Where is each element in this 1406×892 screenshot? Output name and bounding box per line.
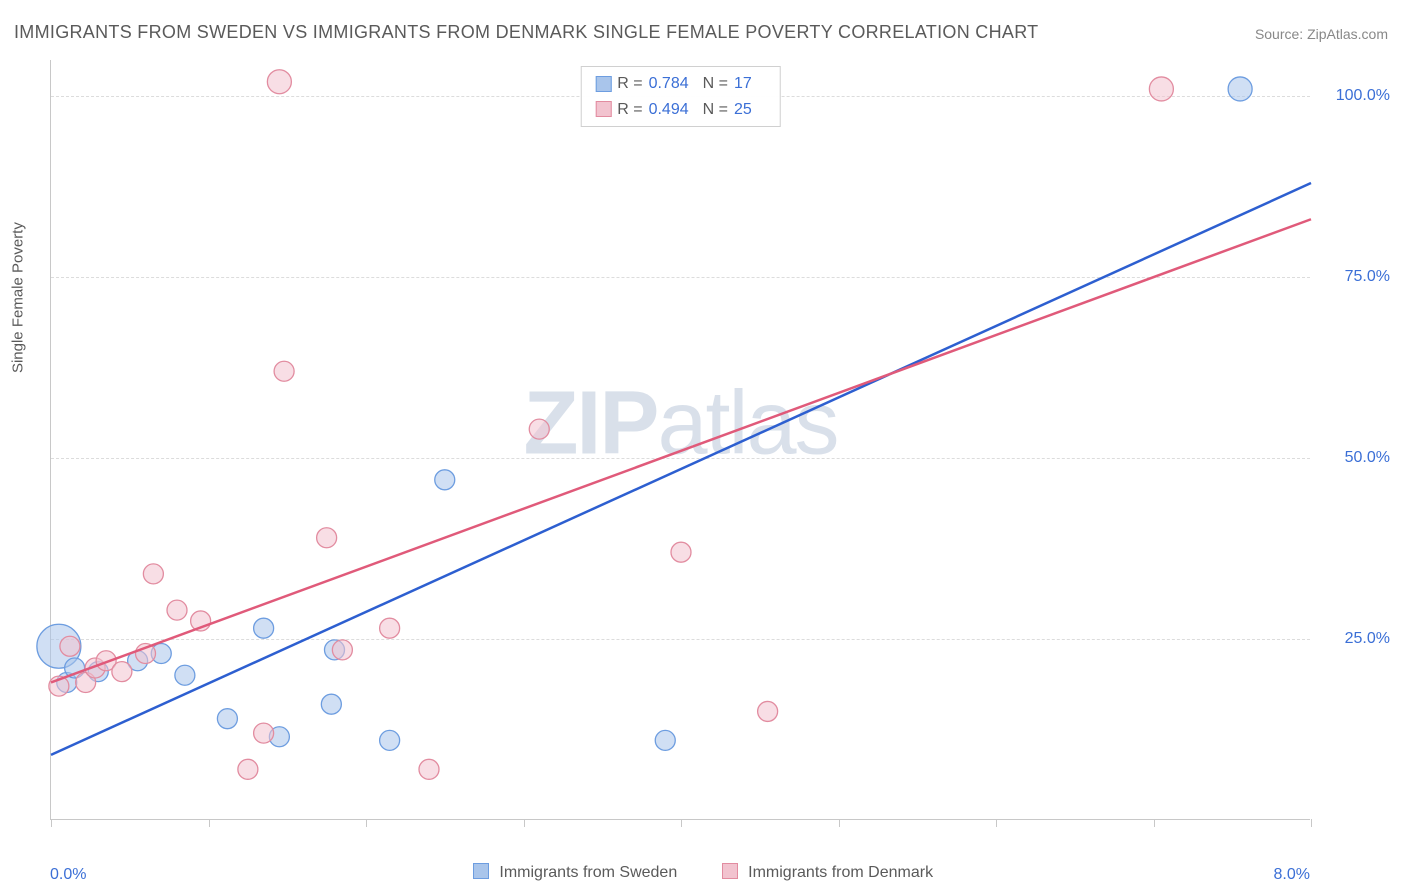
n-label: N = [703, 97, 728, 123]
plot-area: ZIPatlas R = 0.784 N = 17 R = 0.494 N = … [50, 60, 1310, 820]
scatter-point [321, 694, 341, 714]
legend-item-sweden: Immigrants from Sweden [473, 863, 677, 882]
scatter-point [217, 709, 237, 729]
scatter-point [529, 419, 549, 439]
x-tick [1154, 819, 1155, 827]
x-tick [524, 819, 525, 827]
x-tick [1311, 819, 1312, 827]
stats-row-sweden: R = 0.784 N = 17 [595, 71, 766, 97]
legend-swatch-denmark-icon [722, 863, 738, 879]
scatter-point [671, 542, 691, 562]
scatter-point [274, 361, 294, 381]
scatter-point [254, 723, 274, 743]
stats-row-denmark: R = 0.494 N = 25 [595, 97, 766, 123]
n-value-sweden: 17 [734, 71, 752, 97]
x-tick [366, 819, 367, 827]
legend-item-denmark: Immigrants from Denmark [722, 863, 933, 882]
scatter-point [1149, 77, 1173, 101]
chart-title: IMMIGRANTS FROM SWEDEN VS IMMIGRANTS FRO… [14, 22, 1038, 43]
y-tick-label: 25.0% [1345, 630, 1390, 648]
scatter-point [112, 662, 132, 682]
scatter-point [167, 600, 187, 620]
r-value-denmark: 0.494 [649, 97, 689, 123]
scatter-point [60, 636, 80, 656]
n-label: N = [703, 71, 728, 97]
legend-swatch-sweden [595, 76, 611, 92]
scatter-point [267, 70, 291, 94]
regression-line [51, 219, 1311, 682]
legend-swatch-denmark [595, 101, 611, 117]
scatter-point [655, 730, 675, 750]
chart-source: Source: ZipAtlas.com [1255, 26, 1388, 42]
x-tick [681, 819, 682, 827]
scatter-point [238, 759, 258, 779]
scatter-point [332, 640, 352, 660]
y-tick-label: 75.0% [1345, 268, 1390, 286]
legend-swatch-sweden-icon [473, 863, 489, 879]
r-value-sweden: 0.784 [649, 71, 689, 97]
chart-svg [51, 60, 1310, 819]
scatter-point [143, 564, 163, 584]
scatter-point [419, 759, 439, 779]
y-tick-label: 50.0% [1345, 449, 1390, 467]
stats-legend: R = 0.784 N = 17 R = 0.494 N = 25 [580, 66, 781, 127]
x-tick [839, 819, 840, 827]
regression-line [51, 183, 1311, 755]
x-tick [209, 819, 210, 827]
chart-container: IMMIGRANTS FROM SWEDEN VS IMMIGRANTS FRO… [0, 0, 1406, 892]
r-label: R = [617, 71, 642, 97]
scatter-point [1228, 77, 1252, 101]
y-axis-label: Single Female Poverty [10, 222, 27, 373]
scatter-point [254, 618, 274, 638]
x-tick [996, 819, 997, 827]
r-label: R = [617, 97, 642, 123]
y-tick-label: 100.0% [1336, 87, 1390, 105]
x-tick [51, 819, 52, 827]
scatter-point [380, 618, 400, 638]
scatter-point [758, 701, 778, 721]
legend-label-sweden: Immigrants from Sweden [499, 864, 677, 881]
scatter-point [380, 730, 400, 750]
scatter-point [435, 470, 455, 490]
scatter-point [317, 528, 337, 548]
bottom-legend: Immigrants from Sweden Immigrants from D… [0, 863, 1406, 882]
n-value-denmark: 25 [734, 97, 752, 123]
legend-label-denmark: Immigrants from Denmark [748, 864, 933, 881]
scatter-point [175, 665, 195, 685]
